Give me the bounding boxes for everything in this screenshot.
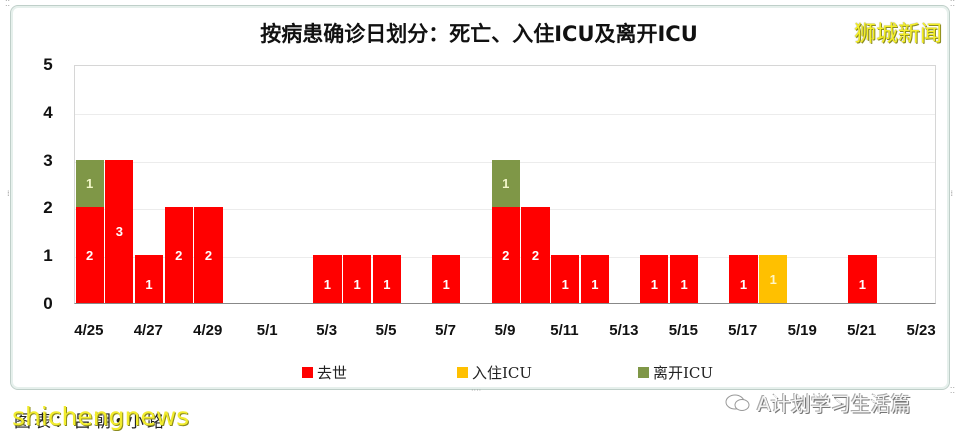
x-tick-label: 4/25 xyxy=(74,322,104,339)
y-tick-label: 4 xyxy=(43,102,53,122)
x-tick-label: 5/5 xyxy=(375,322,397,339)
bar-4-29: 2 xyxy=(194,207,223,303)
bar-5-14: 1 xyxy=(640,255,669,303)
wechat-icon xyxy=(725,394,750,411)
legend-label: 离开ICU xyxy=(653,364,714,382)
bar-segment-death: 2 xyxy=(521,207,550,303)
bar-segment-death: 1 xyxy=(372,255,401,303)
bar-segment-death: 1 xyxy=(729,255,758,303)
x-tick-label: 5/23 xyxy=(906,322,936,339)
site-watermark: shichengnews xyxy=(12,402,190,431)
bar-5-12: 1 xyxy=(580,255,610,303)
bar-segment-icu_out: 1 xyxy=(491,159,520,208)
legend-swatch-icon xyxy=(638,367,649,378)
bar-segment-death: 1 xyxy=(640,255,669,303)
bar-5-3: 1 xyxy=(313,255,342,303)
bar-4-27: 1 xyxy=(134,255,164,303)
y-tick-label: 5 xyxy=(43,55,53,74)
y-tick-label: 3 xyxy=(43,150,53,170)
chart-legend: 去世 入住ICU 离开ICU xyxy=(0,362,958,382)
brand-watermark: 狮城新闻 xyxy=(853,22,942,47)
bar-segment-death: 1 xyxy=(432,255,461,303)
bar-5-18: 1 xyxy=(759,255,788,303)
resize-handle-top-right[interactable]: ⁚⁚ xyxy=(949,0,955,8)
bar-segment-death: 1 xyxy=(669,255,699,303)
x-tick-label: 5/11 xyxy=(550,322,579,339)
bar-segment-death: 1 xyxy=(551,255,580,303)
bar-4-28: 2 xyxy=(164,207,193,303)
wechat-account-name: A计划学习生活篇 xyxy=(757,392,911,416)
bar-segment-death: 1 xyxy=(848,255,877,303)
gridline xyxy=(75,113,935,115)
bar-segment-icu_out: 1 xyxy=(75,159,104,208)
x-tick-label: 5/19 xyxy=(787,322,817,339)
x-tick-label: 5/7 xyxy=(435,322,456,339)
legend-swatch-icon xyxy=(302,367,313,378)
x-tick-label: 5/9 xyxy=(494,322,516,339)
x-tick-label: 5/3 xyxy=(316,322,338,339)
y-tick-label: 2 xyxy=(43,198,53,218)
bar-5-17: 1 xyxy=(729,255,758,303)
resize-handle-bottom[interactable]: ···· xyxy=(471,386,482,395)
bar-segment-death: 2 xyxy=(194,207,223,303)
legend-item-icu_out: 离开ICU xyxy=(638,362,713,383)
x-tick-label: 5/13 xyxy=(609,322,639,339)
x-tick-label: 5/17 xyxy=(728,322,758,339)
bar-5-10: 2 xyxy=(521,207,550,303)
bar-segment-death: 2 xyxy=(75,207,104,303)
legend-item-death: 去世 xyxy=(302,362,347,383)
x-tick-label: 4/29 xyxy=(193,322,223,339)
x-tick-label: 5/21 xyxy=(847,322,877,339)
bar-4-26: 3 xyxy=(105,159,134,303)
bar-segment-death: 3 xyxy=(105,159,134,303)
legend-item-icu_in: 入住ICU xyxy=(457,362,532,383)
bar-segment-death: 1 xyxy=(343,255,372,303)
bar-5-11: 1 xyxy=(551,255,580,303)
bar-5-4: 1 xyxy=(343,255,372,303)
chart-frame: ⁚⁚ ⁚⁚ ⁞ ⁞ ···· ⁚⁚ xyxy=(5,0,955,395)
bar-5-15: 1 xyxy=(669,255,699,303)
resize-handle-bottom-right[interactable]: ⁚⁚ xyxy=(949,386,955,395)
x-tick-label: 4/27 xyxy=(133,322,163,339)
bar-segment-death: 2 xyxy=(491,207,520,303)
resize-handle-left[interactable]: ⁞ xyxy=(7,189,10,198)
legend-swatch-icon xyxy=(457,367,468,378)
legend-label: 去世 xyxy=(317,364,348,382)
bar-5-7: 1 xyxy=(432,255,461,303)
legend-label: 入住ICU xyxy=(472,364,533,382)
wechat-watermark: A计划学习生活篇 xyxy=(725,388,911,417)
y-tick-label: 0 xyxy=(43,294,53,313)
x-tick-label: 5/15 xyxy=(668,322,698,339)
resize-handle-top-left[interactable]: ⁚⁚ xyxy=(5,0,11,8)
chart-credit: 图表：吕朝•小路 xyxy=(14,412,168,432)
bar-segment-death: 2 xyxy=(164,207,193,303)
bar-segment-death: 1 xyxy=(134,255,164,303)
y-tick-label: 1 xyxy=(43,246,53,266)
bar-5-21: 1 xyxy=(848,255,877,303)
resize-handle-right[interactable]: ⁞ xyxy=(950,189,953,198)
x-tick-label: 5/1 xyxy=(256,322,278,339)
chart-title: 按病患确诊日划分：死亡、入住ICU及离开ICU xyxy=(260,22,698,46)
bar-5-5: 1 xyxy=(372,255,401,303)
bar-segment-death: 1 xyxy=(313,255,342,303)
bar-segment-icu_in: 1 xyxy=(759,255,788,303)
bar-segment-death: 1 xyxy=(580,255,610,303)
